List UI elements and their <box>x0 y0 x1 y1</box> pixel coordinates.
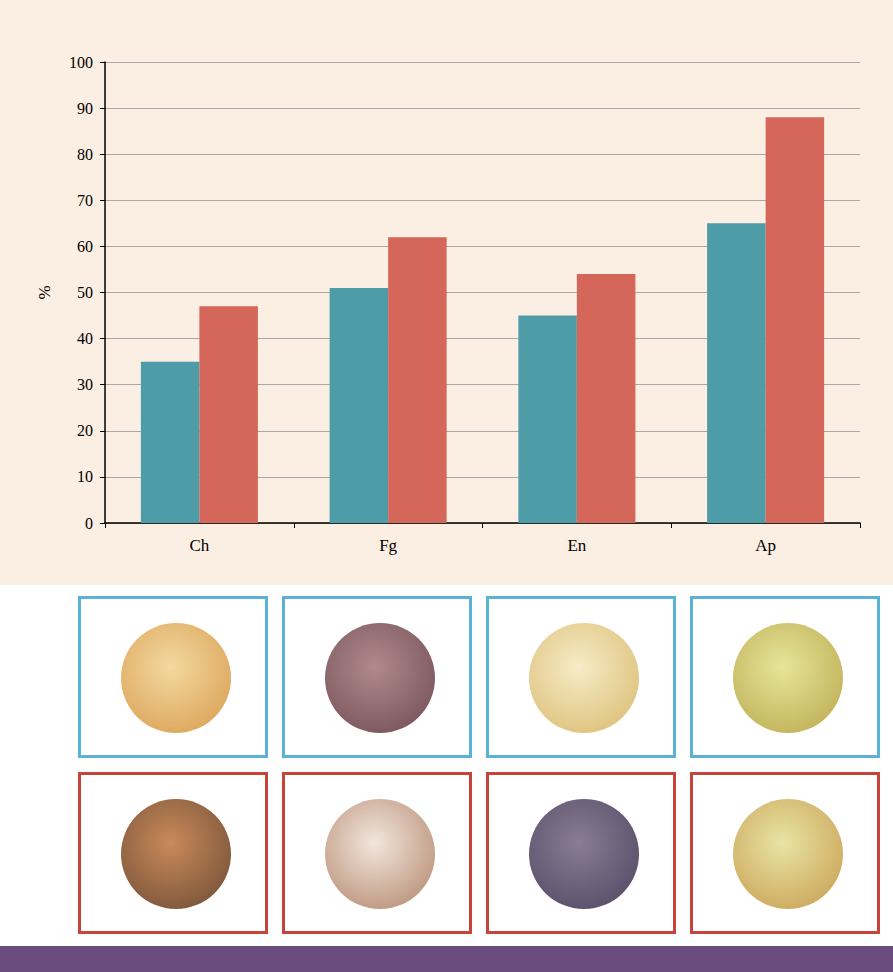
svg-text:20: 20 <box>77 422 93 439</box>
svg-text:100: 100 <box>69 54 93 71</box>
svg-text:En: En <box>567 536 586 555</box>
svg-text:90: 90 <box>77 100 93 117</box>
svg-text:Ap: Ap <box>755 536 776 555</box>
svg-text:0: 0 <box>85 515 93 532</box>
svg-text:10: 10 <box>77 468 93 485</box>
svg-text:%: % <box>35 285 54 299</box>
svg-text:50: 50 <box>77 284 93 301</box>
svg-text:Fg: Fg <box>379 536 397 555</box>
svg-text:80: 80 <box>77 146 93 163</box>
svg-text:30: 30 <box>77 376 93 393</box>
svg-text:60: 60 <box>77 238 93 255</box>
svg-text:70: 70 <box>77 192 93 209</box>
svg-text:40: 40 <box>77 330 93 347</box>
svg-text:Ch: Ch <box>189 536 209 555</box>
